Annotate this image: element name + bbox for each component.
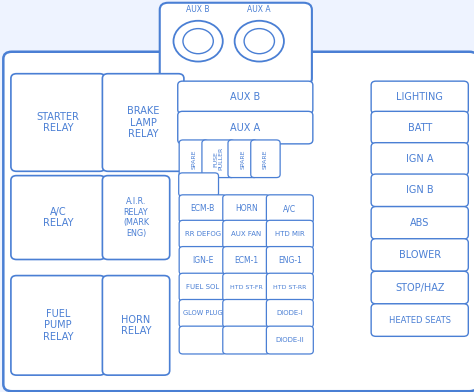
Text: AUX FAN: AUX FAN: [231, 231, 261, 237]
Circle shape: [183, 29, 213, 54]
FancyBboxPatch shape: [11, 74, 105, 171]
FancyBboxPatch shape: [223, 247, 270, 274]
FancyBboxPatch shape: [178, 81, 313, 114]
FancyBboxPatch shape: [228, 140, 257, 178]
Text: IGN A: IGN A: [406, 154, 434, 164]
Text: AUX A: AUX A: [230, 123, 260, 132]
Text: ABS: ABS: [410, 218, 429, 228]
FancyBboxPatch shape: [251, 140, 280, 178]
FancyBboxPatch shape: [223, 326, 270, 354]
FancyBboxPatch shape: [102, 276, 170, 375]
FancyBboxPatch shape: [266, 273, 313, 301]
Text: BRAKE
LAMP
RELAY: BRAKE LAMP RELAY: [127, 106, 159, 139]
FancyBboxPatch shape: [179, 299, 226, 327]
Text: IGN B: IGN B: [406, 185, 434, 195]
FancyBboxPatch shape: [102, 74, 184, 171]
FancyBboxPatch shape: [179, 326, 226, 354]
Text: ECM-B: ECM-B: [191, 204, 215, 213]
FancyBboxPatch shape: [371, 143, 468, 175]
Text: HORN: HORN: [235, 204, 257, 213]
FancyBboxPatch shape: [179, 273, 226, 301]
Text: STOP/HAZ: STOP/HAZ: [395, 283, 445, 292]
Circle shape: [244, 29, 274, 54]
FancyBboxPatch shape: [223, 299, 270, 327]
FancyBboxPatch shape: [266, 220, 313, 248]
FancyBboxPatch shape: [179, 173, 219, 196]
FancyBboxPatch shape: [223, 195, 270, 223]
Text: A/C: A/C: [283, 204, 296, 213]
FancyBboxPatch shape: [223, 273, 270, 301]
FancyBboxPatch shape: [202, 140, 235, 178]
Text: ENG-1: ENG-1: [278, 256, 302, 265]
FancyBboxPatch shape: [371, 207, 468, 239]
FancyBboxPatch shape: [179, 247, 226, 274]
Text: LIGHTING: LIGHTING: [396, 93, 443, 102]
FancyBboxPatch shape: [11, 176, 105, 260]
Text: DIODE-I: DIODE-I: [276, 310, 303, 316]
Text: SPARE: SPARE: [240, 149, 245, 169]
Text: HTD ST-FR: HTD ST-FR: [230, 285, 263, 290]
Text: ECM-1: ECM-1: [234, 256, 258, 265]
FancyBboxPatch shape: [179, 195, 226, 223]
Text: AUX A: AUX A: [247, 5, 271, 14]
FancyBboxPatch shape: [371, 304, 468, 336]
Circle shape: [235, 21, 284, 62]
Text: HORN
RELAY: HORN RELAY: [121, 314, 151, 336]
FancyBboxPatch shape: [3, 52, 474, 391]
FancyBboxPatch shape: [160, 3, 312, 85]
FancyBboxPatch shape: [371, 174, 468, 207]
FancyBboxPatch shape: [266, 299, 313, 327]
Text: STARTER
RELAY: STARTER RELAY: [36, 112, 80, 133]
FancyBboxPatch shape: [266, 195, 313, 223]
Text: GLOW PLUG: GLOW PLUG: [183, 310, 222, 316]
FancyBboxPatch shape: [223, 220, 270, 248]
FancyBboxPatch shape: [371, 239, 468, 271]
FancyBboxPatch shape: [178, 111, 313, 144]
FancyBboxPatch shape: [371, 81, 468, 114]
FancyBboxPatch shape: [371, 271, 468, 304]
Text: SPARE: SPARE: [263, 149, 268, 169]
Text: BATT: BATT: [408, 123, 432, 132]
Text: A.I.R.
RELAY
(MARK
ENG): A.I.R. RELAY (MARK ENG): [123, 198, 149, 238]
Text: AUX B: AUX B: [186, 5, 210, 14]
Text: HEATED SEATS: HEATED SEATS: [389, 316, 451, 325]
Text: BLOWER: BLOWER: [399, 250, 441, 260]
Text: HTD MIR: HTD MIR: [275, 231, 305, 237]
FancyBboxPatch shape: [11, 276, 105, 375]
Text: SPARE: SPARE: [191, 149, 196, 169]
Text: HTD ST-RR: HTD ST-RR: [273, 285, 307, 290]
Text: RR DEFOG: RR DEFOG: [184, 231, 221, 237]
FancyBboxPatch shape: [179, 220, 226, 248]
Text: FUEL
PUMP
RELAY: FUEL PUMP RELAY: [43, 309, 73, 342]
FancyBboxPatch shape: [266, 326, 313, 354]
FancyBboxPatch shape: [266, 247, 313, 274]
Text: DIODE-II: DIODE-II: [275, 337, 304, 343]
Text: FUSE
PULLER: FUSE PULLER: [213, 147, 224, 171]
FancyBboxPatch shape: [371, 111, 468, 144]
Text: A/C
RELAY: A/C RELAY: [43, 207, 73, 229]
Text: AUX B: AUX B: [230, 93, 260, 102]
Text: FUEL SOL: FUEL SOL: [186, 284, 219, 290]
FancyBboxPatch shape: [102, 176, 170, 260]
FancyBboxPatch shape: [179, 140, 209, 178]
Text: IGN-E: IGN-E: [192, 256, 213, 265]
Circle shape: [173, 21, 223, 62]
